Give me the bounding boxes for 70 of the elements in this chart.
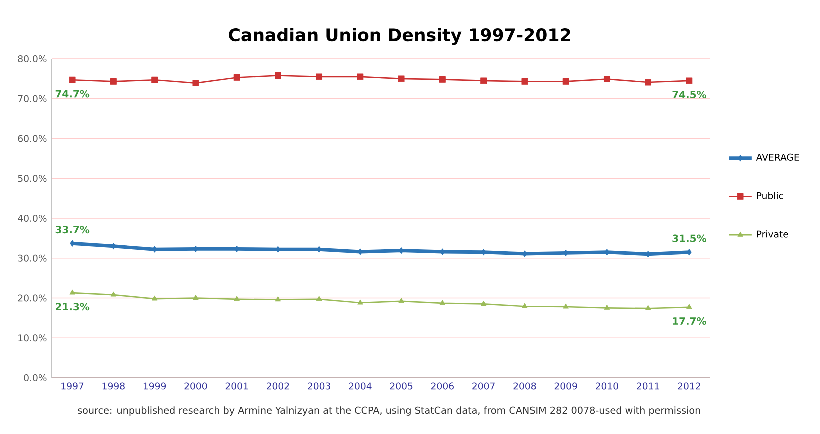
point — [398, 298, 404, 304]
data-label: 33.7% — [56, 226, 90, 234]
point — [316, 74, 323, 80]
x-tick-label: 2008 — [514, 382, 536, 390]
x-tick-label: 2002 — [267, 382, 290, 390]
data-label: 31.5% — [672, 234, 706, 242]
point — [234, 74, 240, 81]
point — [604, 305, 610, 310]
point — [645, 79, 652, 86]
point — [110, 292, 117, 297]
y-tick-label: 0.0% — [24, 374, 47, 382]
source-note: source: unpublished research by Armine Yalnizyan at the CCPA, using StatCan data, from CANSIM 282 0078-used with permission — [78, 406, 700, 416]
point — [646, 305, 652, 310]
x-tick-label: 2000 — [184, 382, 208, 390]
point — [274, 72, 282, 79]
x-tick-label: 2011 — [637, 382, 660, 390]
point — [604, 76, 610, 83]
x-tick-label: 1999 — [144, 382, 166, 390]
point — [152, 296, 158, 301]
data-label: 74.5% — [672, 90, 706, 99]
point — [316, 296, 322, 302]
point — [275, 296, 282, 302]
x-tick-label: 1997 — [62, 382, 84, 390]
y-tick-label: 80.0% — [18, 55, 47, 63]
point — [686, 78, 693, 84]
point — [193, 295, 199, 300]
data-label: 21.3% — [56, 303, 90, 311]
y-tick-label: 30.0% — [18, 254, 47, 262]
point — [686, 304, 692, 310]
point — [192, 80, 200, 87]
point — [69, 76, 76, 84]
legend-label: Private — [757, 230, 788, 238]
y-tick-label: 50.0% — [18, 175, 47, 182]
point — [357, 74, 364, 80]
x-tick-label: 1998 — [102, 382, 125, 390]
point — [439, 76, 446, 83]
point — [398, 76, 405, 82]
x-tick-label: 2004 — [349, 382, 372, 390]
y-tick-label: 10.0% — [18, 334, 47, 342]
y-tick-label: 20.0% — [18, 294, 47, 302]
x-tick-label: 2009 — [554, 382, 578, 390]
point — [522, 303, 528, 308]
point — [562, 78, 570, 85]
y-tick-label: 70.0% — [18, 95, 47, 102]
chart-title: Canadian Union Density 1997-2012 — [229, 28, 570, 46]
x-tick-label: 2001 — [226, 382, 248, 390]
point — [481, 301, 487, 306]
x-tick-label: 2005 — [390, 382, 413, 390]
point — [440, 300, 446, 306]
point — [111, 243, 116, 250]
legend-label: Public — [757, 192, 784, 200]
point — [358, 300, 364, 305]
point — [152, 76, 158, 84]
data-label: 74.7% — [56, 90, 90, 98]
point — [480, 78, 488, 84]
point — [522, 78, 528, 85]
y-tick-label: 60.0% — [18, 135, 47, 142]
point — [234, 296, 240, 302]
data-label: 17.7% — [673, 317, 706, 326]
y-tick-label: 40.0% — [18, 214, 47, 222]
x-tick-label: 2003 — [308, 382, 330, 390]
x-tick-label: 2012 — [678, 382, 700, 390]
x-tick-label: 2007 — [472, 382, 495, 390]
x-tick-label: 2006 — [432, 382, 454, 390]
point — [563, 304, 569, 309]
point — [70, 290, 76, 295]
x-tick-label: 2010 — [596, 382, 618, 390]
legend-label: AVERAGE — [756, 154, 800, 161]
point — [110, 78, 117, 85]
point — [604, 249, 610, 256]
